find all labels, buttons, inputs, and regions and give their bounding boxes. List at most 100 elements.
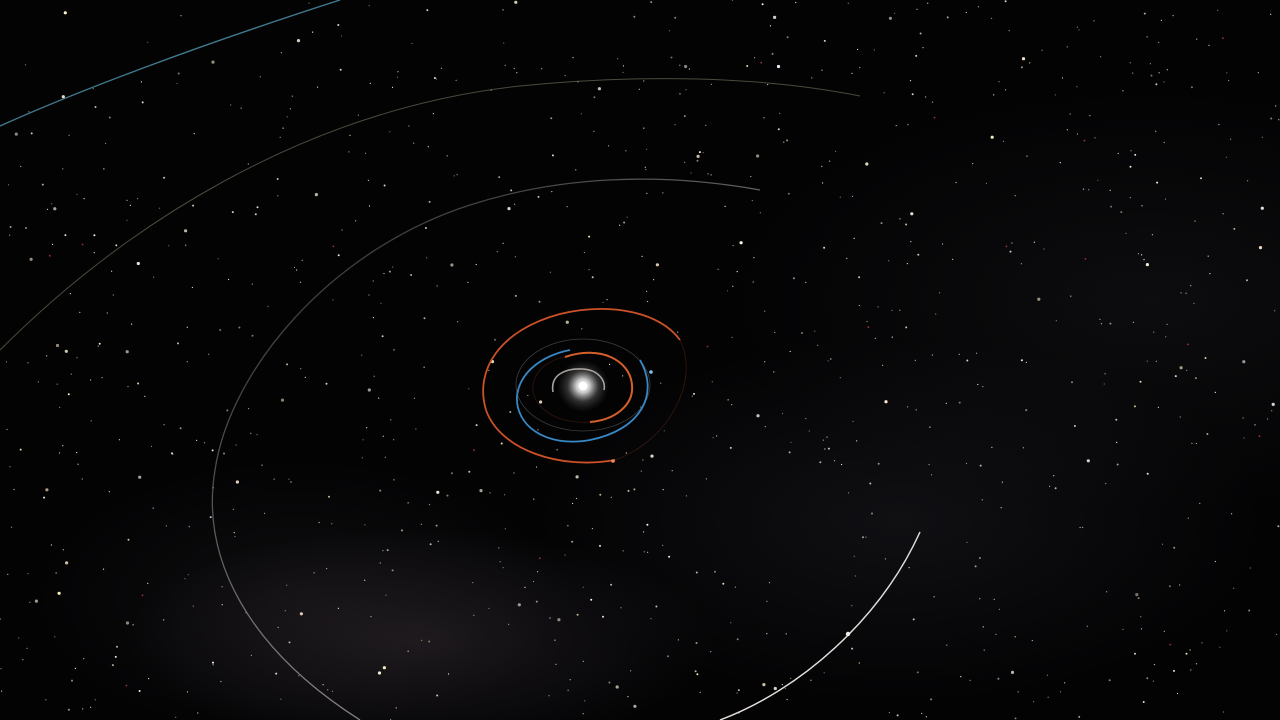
- star: [1243, 437, 1245, 439]
- star: [1146, 36, 1148, 38]
- star: [129, 204, 131, 206]
- star: [175, 716, 177, 719]
- star: [372, 317, 374, 319]
- star: [602, 615, 604, 618]
- star: [1226, 72, 1228, 74]
- star: [874, 337, 876, 339]
- star: [147, 582, 149, 585]
- star: [660, 382, 662, 384]
- star: [677, 639, 680, 641]
- star: [1115, 418, 1118, 421]
- star: [97, 345, 99, 347]
- star: [1021, 57, 1026, 61]
- star: [1116, 463, 1119, 466]
- star: [1033, 701, 1035, 703]
- star: [668, 555, 671, 558]
- star: [786, 698, 788, 701]
- star: [856, 440, 858, 442]
- star: [891, 309, 893, 311]
- star: [504, 64, 506, 66]
- star: [1100, 323, 1103, 325]
- star: [19, 448, 22, 451]
- star: [1168, 585, 1171, 588]
- star: [92, 88, 94, 90]
- star: [150, 445, 153, 447]
- star: [83, 658, 85, 660]
- star: [1190, 285, 1192, 287]
- star: [280, 398, 285, 402]
- star: [125, 621, 130, 625]
- star: [808, 430, 810, 432]
- star: [922, 47, 924, 49]
- star: [554, 639, 556, 641]
- orbit-outermost-teal[interactable]: [0, 0, 341, 127]
- star: [1049, 485, 1051, 487]
- star: [408, 125, 410, 127]
- star: [915, 54, 918, 57]
- orbit-orange-large[interactable]: [482, 308, 681, 464]
- planet-marker-orange[interactable]: [611, 459, 615, 463]
- star: [916, 671, 919, 674]
- orbit-outer-olive[interactable]: [0, 78, 861, 351]
- star: [564, 75, 566, 77]
- star: [1141, 205, 1143, 207]
- star: [1088, 189, 1090, 191]
- star: [623, 221, 626, 224]
- star: [1187, 517, 1189, 519]
- star: [550, 117, 553, 120]
- star: [766, 600, 768, 602]
- star: [643, 531, 645, 533]
- star: [291, 95, 293, 97]
- star: [773, 371, 775, 373]
- star: [126, 219, 128, 221]
- star: [1129, 197, 1131, 199]
- star: [27, 362, 29, 364]
- star: [751, 199, 753, 202]
- orbit-large-white[interactable]: [211, 178, 921, 720]
- star: [1076, 26, 1078, 28]
- star: [288, 478, 290, 480]
- star: [1242, 417, 1244, 419]
- orbit-faint-gray[interactable]: [515, 338, 651, 432]
- star: [1078, 715, 1081, 718]
- star: [655, 263, 660, 267]
- star: [1217, 9, 1219, 11]
- planet-marker-blue[interactable]: [649, 370, 653, 374]
- star: [381, 335, 384, 338]
- star: [446, 155, 448, 157]
- star: [847, 2, 849, 4]
- star: [567, 525, 569, 527]
- star: [392, 266, 394, 268]
- star: [118, 439, 121, 441]
- star: [30, 132, 33, 135]
- star: [679, 64, 681, 66]
- sun[interactable]: [578, 381, 588, 391]
- orbit-blue[interactable]: [516, 349, 649, 443]
- star: [385, 594, 387, 596]
- star: [1233, 587, 1235, 589]
- star: [286, 116, 288, 118]
- star: [615, 685, 619, 689]
- star: [1247, 180, 1249, 182]
- star: [998, 81, 1000, 83]
- star: [83, 198, 85, 200]
- star: [427, 146, 429, 148]
- star: [296, 269, 298, 271]
- star: [1276, 633, 1278, 636]
- star: [114, 655, 117, 658]
- star: [1139, 380, 1142, 383]
- star: [1043, 248, 1045, 250]
- star: [768, 582, 771, 584]
- star: [730, 622, 732, 624]
- star: [435, 524, 438, 527]
- star: [551, 154, 554, 157]
- orbit-orange-small[interactable]: [564, 351, 634, 423]
- star: [1179, 366, 1183, 370]
- star: [184, 229, 188, 233]
- star: [933, 596, 935, 598]
- planet-marker-white[interactable]: [845, 631, 851, 637]
- orbit-large-white-near: [719, 531, 921, 720]
- star: [535, 466, 538, 468]
